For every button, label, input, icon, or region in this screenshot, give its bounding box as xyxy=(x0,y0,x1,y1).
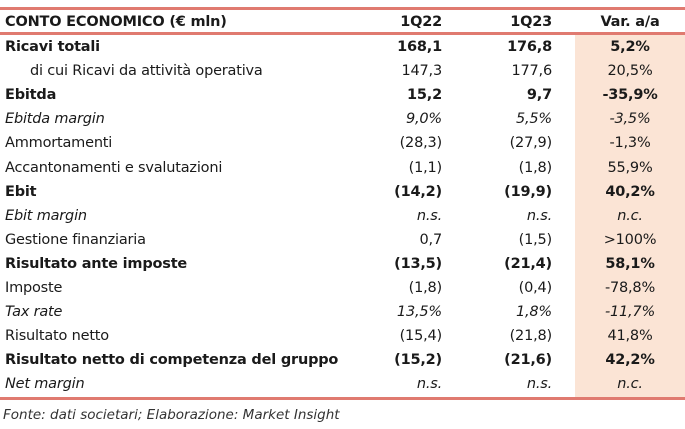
value-1q22: 147,3 xyxy=(401,63,442,80)
value-1q22: (28,3) xyxy=(399,135,443,152)
header-var: Var. a/a xyxy=(600,14,660,30)
top-rule xyxy=(0,7,685,10)
header-1q22: 1Q22 xyxy=(400,14,442,30)
value-1q23: 1,8% xyxy=(515,304,552,321)
value-var: >100% xyxy=(603,231,657,248)
value-1q23: (0,4) xyxy=(518,280,553,296)
value-var: 20,5% xyxy=(607,63,653,80)
value-1q22: 9,0% xyxy=(405,111,442,128)
value-1q23: (1,5) xyxy=(518,231,553,248)
table-row: Ebitda 15,2 9,7 -35,9% xyxy=(0,83,685,107)
value-var: n.c. xyxy=(617,207,643,224)
value-var: -78,8% xyxy=(604,280,656,296)
source-note: Fonte: dati societari; Elaborazione: Mar… xyxy=(3,407,340,423)
value-1q22: 0,7 xyxy=(419,231,443,248)
row-label: Ebit xyxy=(5,183,37,200)
row-label: Risultato netto di competenza del gruppo xyxy=(5,352,339,369)
value-var: n.c. xyxy=(617,376,643,393)
table-row: Ebitda margin 9,0% 5,5% -3,5% xyxy=(0,107,685,131)
row-label: Risultato netto xyxy=(5,328,109,345)
value-1q23: 5,5% xyxy=(515,111,552,128)
header-rule xyxy=(0,32,685,35)
value-1q22: n.s. xyxy=(416,376,442,393)
table-title: CONTO ECONOMICO (€ mln) xyxy=(5,14,227,30)
row-label: Ricavi totali xyxy=(5,39,100,55)
value-1q22: 13,5% xyxy=(396,304,442,321)
table-row: Accantonamenti e svalutazioni (1,1) (1,8) 5… xyxy=(0,156,685,180)
value-var: -3,5% xyxy=(609,111,651,128)
value-1q22: (1,8) xyxy=(408,280,443,296)
value-1q23: n.s. xyxy=(526,207,552,224)
table-row: Tax rate 13,5% 1,8% -11,7% xyxy=(0,300,685,324)
table-row: Ricavi totali 168,1 176,8 5,2% xyxy=(0,35,685,59)
value-1q23: (19,9) xyxy=(504,183,552,200)
table-row: di cui Ricavi da attività operativa 147,3… xyxy=(0,59,685,83)
table-row: Risultato netto di competenza del gruppo… xyxy=(0,348,685,372)
header-row: CONTO ECONOMICO (€ mln) 1Q22 1Q23 Var. a… xyxy=(0,10,685,34)
value-var: 42,2% xyxy=(605,352,655,369)
value-1q22: (15,4) xyxy=(399,328,443,345)
value-1q22: (15,2) xyxy=(394,352,442,369)
value-1q22: n.s. xyxy=(416,207,442,224)
value-var: -11,7% xyxy=(604,304,656,321)
row-label: Ammortamenti xyxy=(5,135,113,152)
row-label: Tax rate xyxy=(5,304,63,321)
value-1q23: (21,4) xyxy=(504,255,552,272)
table-row: Ebit (14,2) (19,9) 40,2% xyxy=(0,180,685,204)
row-label: Risultato ante imposte xyxy=(5,255,188,272)
value-1q22: (1,1) xyxy=(408,159,443,176)
value-1q22: 168,1 xyxy=(397,39,442,55)
value-var: 58,1% xyxy=(605,255,655,272)
row-label: Gestione finanziaria xyxy=(5,231,146,248)
value-var: 55,9% xyxy=(607,159,653,176)
table-row: Net margin n.s. n.s. n.c. xyxy=(0,372,685,396)
value-1q22: 15,2 xyxy=(407,87,442,104)
row-label: Imposte xyxy=(5,280,63,296)
table-row: Risultato netto (15,4) (21,8) 41,8% xyxy=(0,324,685,348)
value-1q23: (27,9) xyxy=(509,135,553,152)
value-var: -1,3% xyxy=(609,135,651,152)
table-row: Ebit margin n.s. n.s. n.c. xyxy=(0,204,685,228)
value-1q23: 176,8 xyxy=(507,39,552,55)
value-1q23: (21,6) xyxy=(504,352,552,369)
table-row: Risultato ante imposte (13,5) (21,4) 58,1% xyxy=(0,252,685,276)
value-1q23: 9,7 xyxy=(526,87,552,104)
value-var: 40,2% xyxy=(605,183,655,200)
table-row: Ammortamenti (28,3) (27,9) -1,3% xyxy=(0,131,685,155)
table-row: Gestione finanziaria 0,7 (1,5) >100% xyxy=(0,228,685,252)
row-label: Ebit margin xyxy=(5,207,87,224)
row-label: di cui Ricavi da attività operativa xyxy=(30,63,263,80)
value-1q23: (1,8) xyxy=(518,159,553,176)
row-label: Net margin xyxy=(5,376,85,393)
row-label: Ebitda margin xyxy=(5,111,105,128)
header-1q23: 1Q23 xyxy=(510,14,552,30)
value-1q22: (13,5) xyxy=(394,255,442,272)
row-label: Ebitda xyxy=(5,87,57,104)
value-1q23: (21,8) xyxy=(509,328,553,345)
value-var: 5,2% xyxy=(610,39,650,55)
bottom-rule xyxy=(0,397,685,400)
table-row: Imposte (1,8) (0,4) -78,8% xyxy=(0,276,685,300)
value-1q23: 177,6 xyxy=(511,63,552,80)
var-column-highlight xyxy=(575,35,685,397)
row-label: Accantonamenti e svalutazioni xyxy=(5,159,223,176)
value-var: 41,8% xyxy=(607,328,653,345)
value-var: -35,9% xyxy=(602,87,658,104)
value-1q22: (14,2) xyxy=(394,183,442,200)
value-1q23: n.s. xyxy=(526,376,552,393)
